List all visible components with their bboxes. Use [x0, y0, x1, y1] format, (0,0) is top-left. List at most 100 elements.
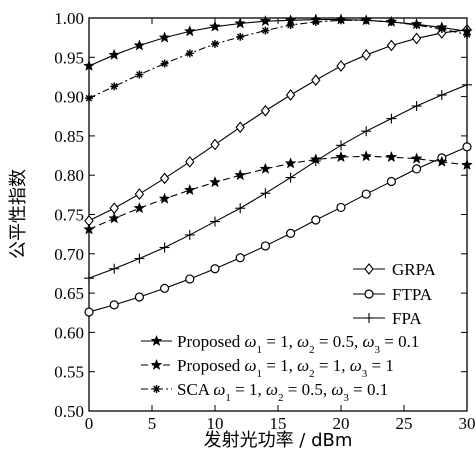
data-point	[160, 59, 169, 68]
y-tick-label: 0.85	[54, 127, 84, 146]
legend-label: FPA	[392, 309, 422, 328]
data-point	[109, 202, 119, 215]
data-point	[260, 104, 271, 117]
data-point	[311, 17, 320, 26]
x-tick-label: 5	[148, 414, 157, 433]
data-point	[134, 188, 145, 200]
series-4	[83, 150, 473, 235]
data-point	[234, 17, 247, 29]
data-point	[386, 176, 396, 187]
y-tick-label: 0.95	[54, 48, 84, 67]
series-line	[88, 155, 468, 230]
y-tick-label: 0.50	[54, 402, 84, 421]
data-point	[261, 26, 270, 35]
data-point	[284, 157, 297, 169]
legend-item: Proposed ω1 = 1, ω2 = 1, ω3 = 1	[141, 356, 394, 380]
tick-labels: 0 5 10 15 20 25 30 0.50 0.55 0.60 0.65 0.70 0.75 0.80…	[54, 9, 475, 433]
data-point	[259, 14, 272, 27]
data-point	[83, 223, 95, 235]
data-point	[362, 16, 371, 25]
data-point	[462, 79, 472, 90]
data-point	[285, 89, 296, 101]
data-point	[286, 21, 295, 30]
legend-marker	[150, 334, 163, 347]
axis-ticks	[88, 17, 468, 412]
y-tick-label: 1.00	[54, 9, 84, 28]
data-point	[109, 263, 120, 274]
data-point	[311, 215, 321, 225]
data-point	[437, 25, 446, 34]
legend-item: SCA ω1 = 1, ω2 = 0.5, ω3 = 0.1	[141, 380, 388, 404]
legend-item: FTPA	[353, 285, 433, 304]
data-point	[336, 140, 346, 151]
data-point	[209, 20, 221, 32]
data-point	[235, 253, 245, 263]
legend-label: Proposed ω1 = 1, ω2 = 1, ω3 = 1	[177, 356, 394, 380]
y-tick-label: 0.75	[54, 206, 84, 225]
series-line	[88, 29, 468, 222]
series-5	[85, 16, 471, 103]
y-tick-label: 0.55	[54, 363, 84, 382]
data-point	[210, 138, 220, 151]
legend-label: FTPA	[392, 285, 433, 304]
data-point	[185, 155, 195, 168]
data-point	[387, 17, 396, 26]
legend-marker	[364, 289, 374, 299]
data-point	[108, 48, 121, 60]
series-2	[84, 79, 472, 284]
y-tick-label: 0.60	[54, 323, 84, 342]
data-point	[134, 253, 145, 264]
data-point	[461, 158, 473, 171]
data-point	[361, 126, 372, 137]
series-line	[88, 146, 468, 313]
data-point	[260, 188, 271, 199]
data-point	[385, 150, 398, 163]
data-point	[160, 283, 170, 293]
data-point	[436, 90, 447, 101]
data-point	[462, 142, 472, 152]
series-line	[88, 19, 468, 67]
data-point	[286, 228, 296, 238]
data-point	[410, 152, 423, 164]
data-point	[135, 70, 144, 79]
data-point	[83, 59, 95, 71]
data-point	[336, 60, 346, 72]
x-tick-label: 25	[396, 414, 413, 433]
series-0	[84, 23, 472, 227]
x-tick-label: 0	[85, 414, 94, 433]
data-point	[260, 241, 270, 251]
data-point	[435, 155, 448, 167]
data-point	[386, 113, 397, 124]
legend-marker	[150, 358, 163, 371]
data-point	[285, 172, 296, 183]
data-point	[85, 94, 93, 103]
x-tick-label: 10	[207, 414, 224, 433]
data-point	[235, 121, 245, 134]
data-point	[361, 189, 371, 199]
data-point	[412, 164, 422, 174]
data-point	[183, 183, 196, 196]
data-point	[360, 150, 373, 162]
data-point	[158, 31, 171, 43]
data-point	[84, 273, 94, 284]
x-tick-label: 15	[270, 414, 287, 433]
legend: GRPA FTPA FPA Proposed ω1 = 1, ω2 = 0.5, ω3…	[141, 260, 437, 404]
y-axis-title: 公平性指数	[8, 169, 29, 259]
data-point	[209, 176, 221, 188]
data-point	[211, 39, 219, 48]
y-tick-label: 0.70	[54, 245, 84, 264]
data-point	[337, 16, 345, 25]
data-point	[235, 203, 246, 214]
legend-label: SCA ω1 = 1, ω2 = 0.5, ω3 = 0.1	[177, 380, 388, 404]
legend-item: GRPA	[353, 260, 437, 279]
data-point	[133, 39, 146, 51]
data-point	[185, 274, 195, 284]
data-point	[311, 74, 321, 86]
plot-frame	[88, 17, 468, 412]
legend-marker	[364, 313, 374, 323]
data-point	[184, 229, 195, 240]
legend-marker	[152, 385, 161, 393]
data-point	[110, 82, 119, 91]
data-point	[411, 101, 422, 112]
